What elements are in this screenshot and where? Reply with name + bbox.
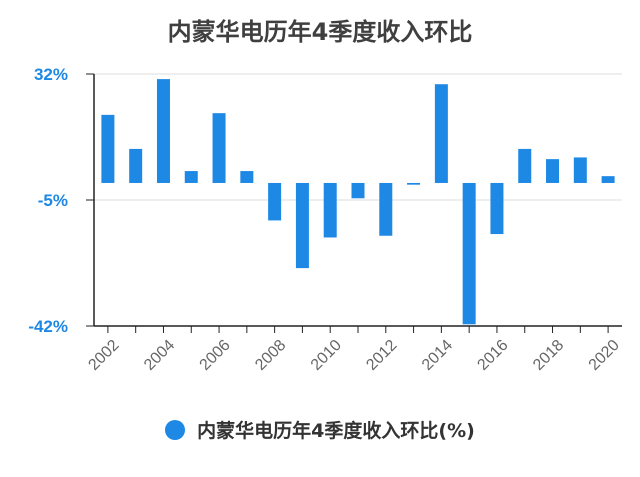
axes xyxy=(86,73,622,333)
x-tick-label: 2020 xyxy=(586,337,623,374)
bar-2015 xyxy=(462,182,476,325)
chart-title: 内蒙华电历年4季度收入环比 xyxy=(167,18,473,46)
x-tick-label: 2012 xyxy=(363,337,400,374)
legend-swatch xyxy=(165,420,186,440)
bar-2018 xyxy=(546,159,560,183)
bar-2005 xyxy=(184,171,198,183)
bar-2016 xyxy=(490,182,504,235)
x-tick-label: 2004 xyxy=(141,337,178,374)
bar-series xyxy=(101,79,615,325)
bar-2013 xyxy=(407,182,421,185)
bar-2011 xyxy=(351,182,365,199)
gridlines xyxy=(94,73,622,327)
bar-2008 xyxy=(268,182,282,221)
legend-label: 内蒙华电历年4季度收入环比(%) xyxy=(197,420,475,442)
legend: 内蒙华电历年4季度收入环比(%) xyxy=(0,416,640,443)
x-tick-label: 2014 xyxy=(419,337,456,374)
x-tick-label: 2006 xyxy=(197,337,234,374)
y-tick-label: 32% xyxy=(34,65,68,84)
bar-2012 xyxy=(379,182,393,236)
bar-2010 xyxy=(323,182,337,238)
x-tick-label: 2008 xyxy=(252,337,289,374)
bar-2009 xyxy=(295,182,309,269)
x-tick-label: 2002 xyxy=(85,337,122,374)
x-tick-label: 2010 xyxy=(308,337,345,374)
y-tick-labels: 32% -5% -42% xyxy=(28,65,68,336)
y-tick-label: -42% xyxy=(28,317,68,336)
x-tick-label: 2016 xyxy=(475,337,512,374)
bar-2007 xyxy=(240,171,254,183)
bar-2019 xyxy=(573,157,587,183)
bar-2006 xyxy=(212,113,226,183)
bar-2014 xyxy=(434,84,448,183)
y-tick-label: -5% xyxy=(38,191,68,210)
bar-2004 xyxy=(156,79,170,183)
x-tick-labels: 2002 2004 2006 2008 2010 2012 2014 2016 2018 2020 xyxy=(85,337,622,374)
bar-2003 xyxy=(129,148,143,183)
bar-2017 xyxy=(518,148,532,183)
x-tick-label: 2018 xyxy=(530,337,567,374)
bar-2020 xyxy=(601,176,615,183)
bar-2002 xyxy=(101,114,115,183)
